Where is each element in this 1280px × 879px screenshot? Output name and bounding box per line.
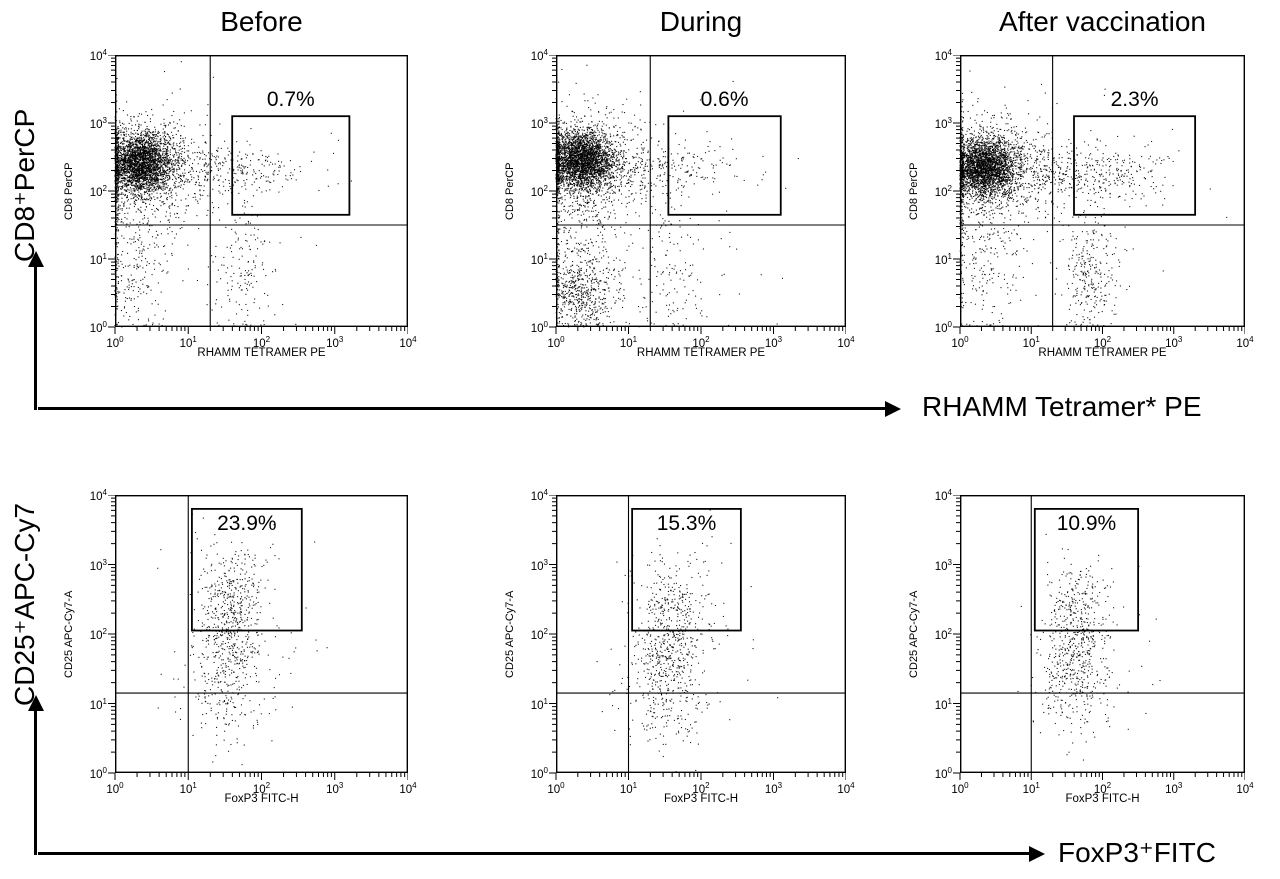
x-tick-label: 103 [326, 781, 344, 796]
scatter-canvas [544, 55, 846, 335]
row2-x-axis-title: FoxP3⁺FITC [1058, 837, 1216, 868]
x-tick-label: 102 [692, 335, 710, 350]
row2-x-axis-arrow [38, 845, 1045, 862]
x-axis-label: FoxP3 FITC-H [1065, 793, 1140, 805]
y-tick-label: 101 [530, 696, 548, 712]
scatter-canvas [948, 495, 1245, 781]
y-tick-label: 101 [530, 252, 548, 267]
x-tick-label: 102 [1093, 335, 1112, 350]
x-tick-label: 101 [179, 781, 197, 796]
y-tick-label: 103 [934, 116, 952, 131]
y-tick-label: 102 [530, 627, 548, 642]
y-tick-label: 103 [530, 557, 548, 573]
x-tick-label: 103 [326, 335, 344, 350]
x-axis-label: FoxP3 FITC-H [663, 793, 739, 805]
x-axis-label: RHAMM TETRAMER PE [1038, 347, 1167, 359]
x-axis-label: RHAMM TETRAMER PE [197, 347, 326, 359]
x-tick-label: 102 [252, 335, 271, 350]
row1-x-axis-arrow [38, 400, 901, 417]
column-title-after: After vaccination [999, 6, 1206, 37]
x-tick-label: 100 [106, 781, 124, 796]
panel-before-foxp3: CD25 APC-Cy7-A FoxP3 FITC-H 23.9% 100 101… [63, 489, 417, 806]
row2-y-axis-title: CD25⁺APC-Cy7 [9, 502, 40, 706]
y-tick-label: 100 [934, 766, 952, 781]
x-tick-label: 102 [252, 781, 271, 796]
y-tick-label: 103 [89, 116, 107, 131]
panel-after-rhamm: CD8 PerCP RHAMM TETRAMER PE 2.3% 100 101 1… [908, 49, 1254, 360]
x-tick-label: 104 [399, 335, 417, 350]
y-tick-label: 100 [89, 320, 107, 335]
gate-percentage: 2.3% [1110, 88, 1159, 112]
x-tick-label: 104 [399, 781, 417, 796]
x-tick-label: 101 [179, 335, 197, 350]
x-axis-label: FoxP3 FITC-H [224, 793, 299, 805]
scatter-canvas [103, 495, 408, 781]
x-tick-label: 104 [1236, 781, 1254, 796]
y-tick-label: 100 [934, 320, 952, 335]
y-tick-label: 102 [934, 184, 952, 199]
x-tick-label: 103 [1165, 781, 1183, 796]
gate-percentage: 23.9% [217, 511, 277, 535]
row1-x-axis-title: RHAMM Tetramer* PE [922, 391, 1202, 422]
y-tick-label: 102 [530, 184, 548, 199]
gate-percentage: 10.9% [1056, 511, 1117, 535]
panel-during-rhamm: CD8 PerCP RHAMM TETRAMER PE 0.6% 100 101 1… [504, 49, 855, 360]
x-tick-label: 104 [837, 781, 855, 796]
column-title-during: During [659, 6, 743, 37]
x-tick-label: 101 [1022, 781, 1040, 796]
x-tick-label: 104 [837, 335, 855, 350]
y-tick-label: 100 [530, 320, 548, 335]
gate-percentage: 15.3% [656, 511, 717, 535]
y-tick-label: 102 [89, 184, 107, 199]
y-tick-label: 104 [934, 48, 952, 63]
x-tick-label: 103 [764, 781, 783, 796]
row2-y-axis-arrow [27, 695, 44, 855]
column-title-before: Before [220, 6, 303, 37]
panel-after-foxp3: CD25 APC-Cy7-A FoxP3 FITC-H 10.9% 100 101… [908, 489, 1254, 806]
x-tick-label: 104 [1236, 335, 1254, 350]
scatter-canvas [948, 55, 1245, 335]
x-axis-label: RHAMM TETRAMER PE [636, 347, 766, 359]
x-tick-label: 101 [1022, 335, 1040, 350]
x-tick-label: 103 [764, 335, 783, 350]
x-tick-label: 101 [619, 335, 638, 350]
gate-percentage: 0.7% [266, 88, 315, 112]
gate-percentage: 0.6% [700, 88, 749, 112]
y-tick-label: 104 [934, 488, 952, 503]
x-tick-label: 100 [951, 781, 969, 796]
row1-y-axis-title: CD8⁺PerCP [9, 108, 40, 262]
y-tick-label: 101 [89, 696, 107, 712]
scatter-canvas [544, 495, 846, 781]
x-tick-label: 101 [619, 781, 638, 796]
y-tick-label: 103 [530, 116, 548, 131]
scatter-canvas [103, 55, 408, 335]
y-tick-label: 104 [89, 48, 107, 63]
y-tick-label: 103 [934, 557, 952, 573]
y-tick-label: 100 [89, 766, 107, 781]
y-tick-label: 101 [89, 252, 107, 267]
y-tick-label: 100 [530, 766, 548, 781]
y-tick-label: 101 [934, 696, 952, 712]
x-tick-label: 100 [951, 335, 969, 350]
x-tick-label: 102 [692, 781, 710, 796]
panel-before-rhamm: CD8 PerCP RHAMM TETRAMER PE 0.7% 100 101 1… [63, 49, 417, 360]
y-tick-label: 104 [530, 488, 548, 503]
x-tick-label: 102 [1093, 781, 1112, 796]
panel-during-foxp3: CD25 APC-Cy7-A FoxP3 FITC-H 15.3% 100 101… [504, 489, 855, 806]
x-tick-label: 103 [1165, 335, 1183, 350]
y-tick-label: 104 [530, 48, 548, 63]
x-tick-label: 100 [547, 781, 565, 796]
x-tick-label: 100 [547, 335, 565, 350]
y-tick-label: 103 [89, 557, 107, 573]
y-tick-label: 102 [934, 627, 952, 642]
row1-y-axis-arrow [27, 251, 44, 410]
x-tick-label: 100 [106, 335, 124, 350]
y-tick-label: 104 [89, 488, 107, 503]
y-tick-label: 101 [934, 252, 952, 267]
y-tick-label: 102 [89, 627, 107, 642]
